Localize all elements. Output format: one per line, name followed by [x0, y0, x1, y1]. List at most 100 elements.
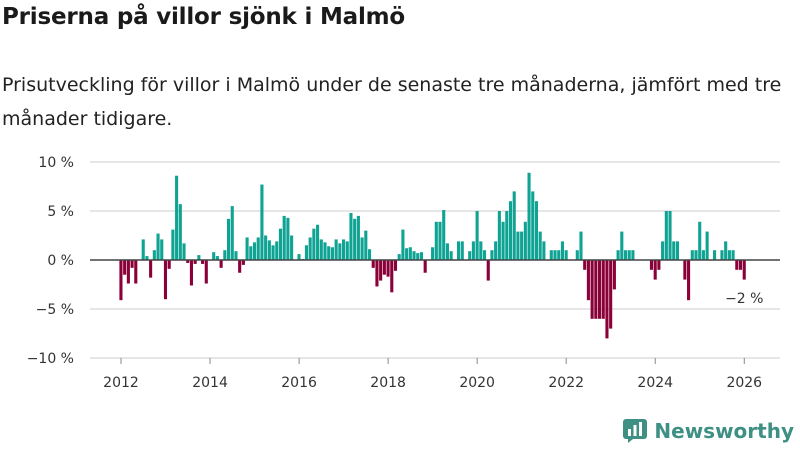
bar	[249, 246, 253, 260]
bar	[731, 250, 735, 260]
bar	[445, 243, 449, 260]
bar	[612, 260, 616, 290]
bar	[653, 260, 657, 280]
bar	[412, 251, 416, 260]
bar	[423, 260, 427, 273]
bar	[304, 245, 308, 260]
x-tick-label: 2024	[637, 375, 673, 391]
bar	[419, 252, 424, 260]
bar	[167, 260, 171, 269]
bar	[520, 231, 524, 260]
x-tick-label: 2018	[370, 375, 406, 391]
bar	[356, 215, 360, 260]
bar	[727, 250, 731, 260]
chart-title: Priserna på villor sjönk i Malmö	[2, 4, 406, 30]
bar	[549, 250, 553, 260]
bar	[701, 250, 705, 260]
bar	[149, 260, 153, 278]
bar	[201, 260, 205, 264]
bar	[505, 211, 509, 260]
bar	[126, 260, 130, 284]
bar	[616, 250, 620, 260]
bar	[230, 206, 234, 260]
last-value-annotation: −2 %	[725, 291, 763, 307]
bar	[523, 221, 527, 260]
y-tick-label: −10 %	[27, 351, 74, 367]
bar	[501, 221, 505, 260]
bar	[256, 237, 260, 260]
bar	[471, 241, 475, 260]
bar	[297, 254, 301, 260]
bar	[438, 221, 442, 260]
bar	[278, 228, 283, 260]
bar	[163, 260, 168, 300]
bar	[338, 243, 342, 260]
bar	[620, 231, 624, 260]
bar	[215, 256, 219, 260]
bar	[364, 230, 368, 260]
bar	[482, 250, 487, 260]
bar	[241, 260, 245, 265]
bar	[360, 237, 364, 260]
bar	[286, 217, 290, 260]
bar	[342, 239, 346, 260]
bar	[152, 250, 156, 260]
bar	[738, 260, 743, 270]
chart-subtitle: Prisutveckling för villor i Malmö under …	[2, 74, 782, 130]
bar	[490, 250, 494, 260]
bar	[327, 246, 331, 260]
bar	[494, 241, 498, 260]
bar	[312, 228, 316, 260]
bar	[579, 231, 583, 260]
bar	[371, 260, 375, 268]
bar	[657, 260, 661, 270]
bar	[156, 233, 160, 260]
bar	[583, 260, 587, 270]
bar	[178, 204, 182, 260]
bar	[564, 250, 568, 260]
bar	[379, 260, 383, 281]
bar	[264, 235, 268, 260]
bar	[631, 250, 635, 260]
bar	[219, 260, 223, 268]
bar	[260, 184, 264, 260]
bar	[486, 260, 490, 281]
bar	[457, 241, 461, 260]
bar	[275, 241, 279, 260]
bar	[690, 250, 694, 260]
bar	[475, 211, 479, 260]
bar	[713, 250, 717, 260]
bar	[134, 260, 138, 284]
bar	[534, 201, 539, 260]
bar	[542, 241, 546, 260]
bar	[223, 250, 227, 260]
bar	[742, 260, 746, 280]
bar	[668, 211, 672, 260]
bar	[334, 239, 338, 260]
x-tick-label: 2016	[281, 375, 317, 391]
bar	[234, 251, 238, 260]
bar	[609, 260, 613, 329]
bar	[416, 253, 420, 260]
bar	[186, 260, 190, 263]
bar	[694, 250, 698, 260]
bar	[386, 260, 390, 277]
newsworthy-logo-icon	[623, 419, 648, 443]
bar	[442, 210, 446, 260]
x-tick-label: 2022	[548, 375, 584, 391]
bar	[367, 249, 372, 260]
bar	[675, 241, 679, 260]
bar	[468, 251, 472, 260]
x-tick-label: 2014	[192, 375, 228, 391]
bar	[323, 242, 327, 260]
bar	[308, 237, 312, 260]
bar	[252, 242, 257, 260]
y-tick-label: 0 %	[47, 253, 74, 269]
y-tick-label: 10 %	[38, 155, 74, 171]
bar	[434, 221, 438, 260]
bar	[590, 260, 594, 319]
bar	[204, 260, 208, 284]
x-tick-label: 2020	[459, 375, 495, 391]
bar	[405, 248, 409, 260]
bar	[698, 221, 702, 260]
